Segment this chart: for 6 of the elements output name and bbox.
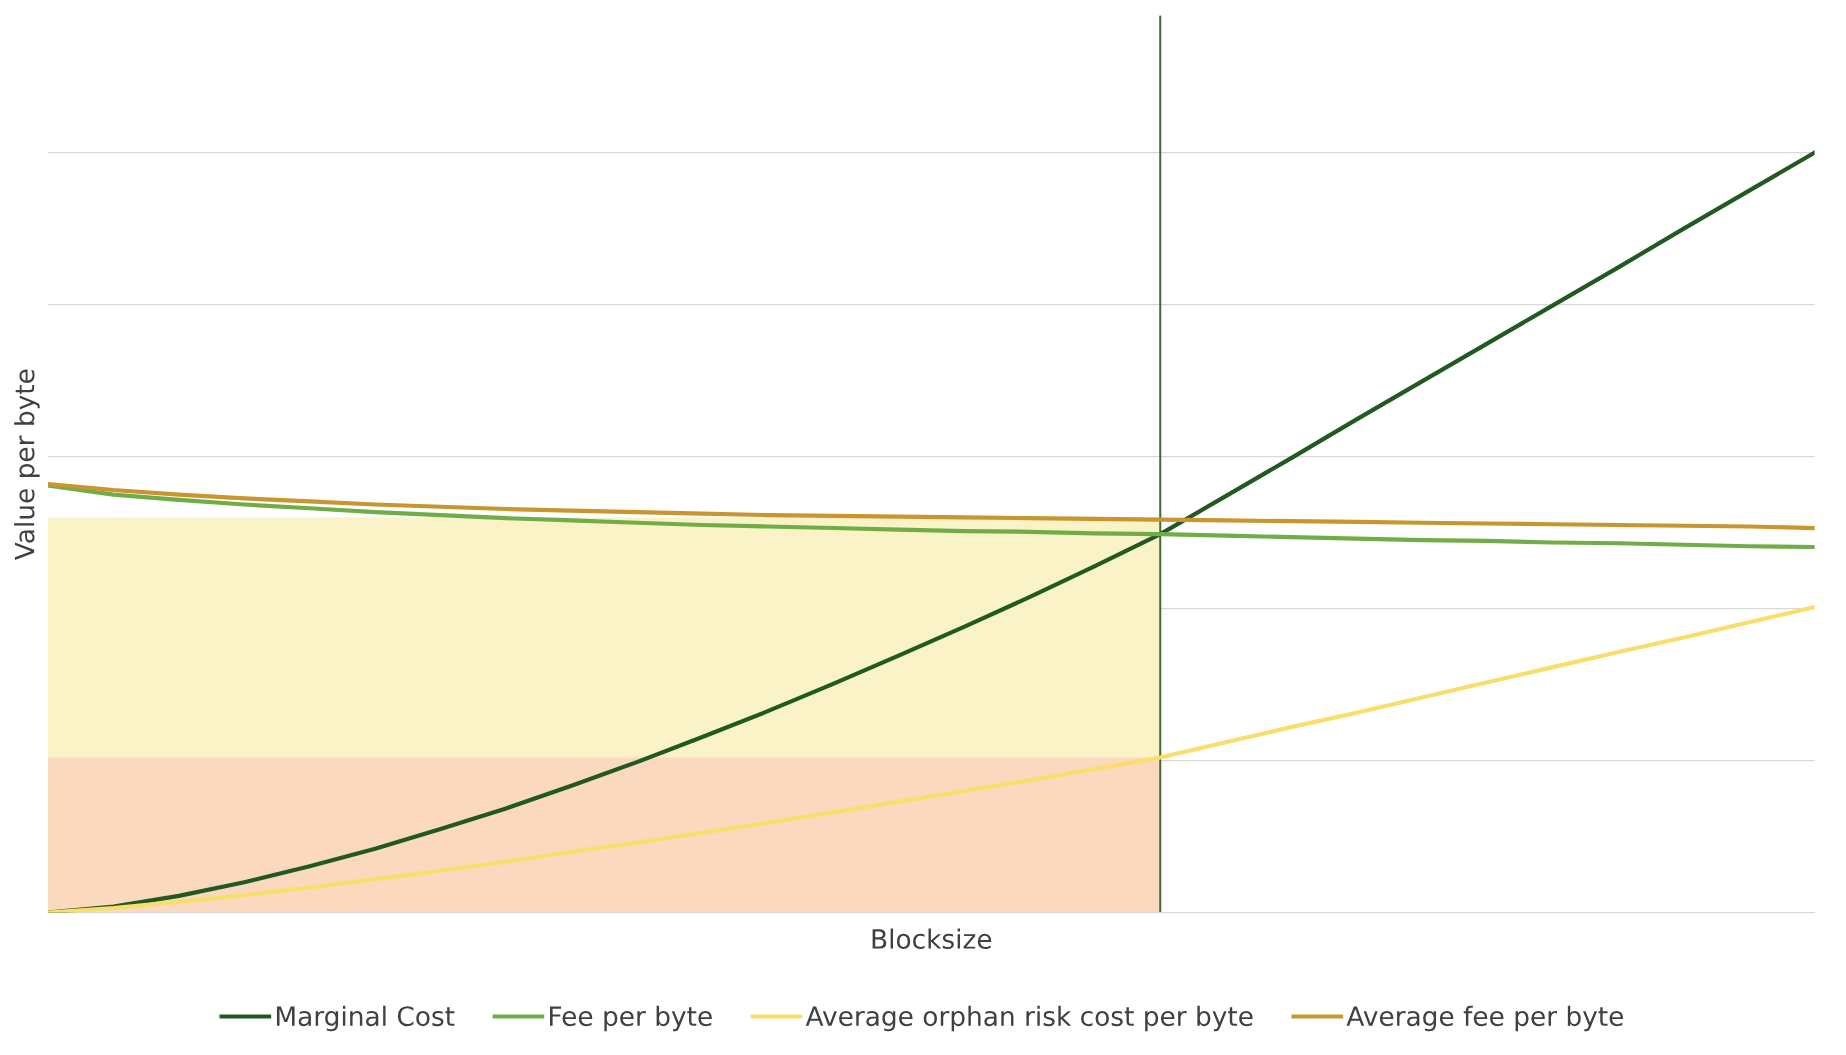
y-axis-title: Value per byte (14, 369, 40, 561)
legend-label: Average fee per byte (1346, 1005, 1623, 1032)
x-axis-title: Blocksize (872, 928, 992, 949)
legend-label: Marginal Cost (276, 1005, 455, 1032)
legend-label: Average orphan risk cost per byte (805, 1005, 1253, 1032)
legend-label: Fee per byte (550, 1005, 712, 1032)
